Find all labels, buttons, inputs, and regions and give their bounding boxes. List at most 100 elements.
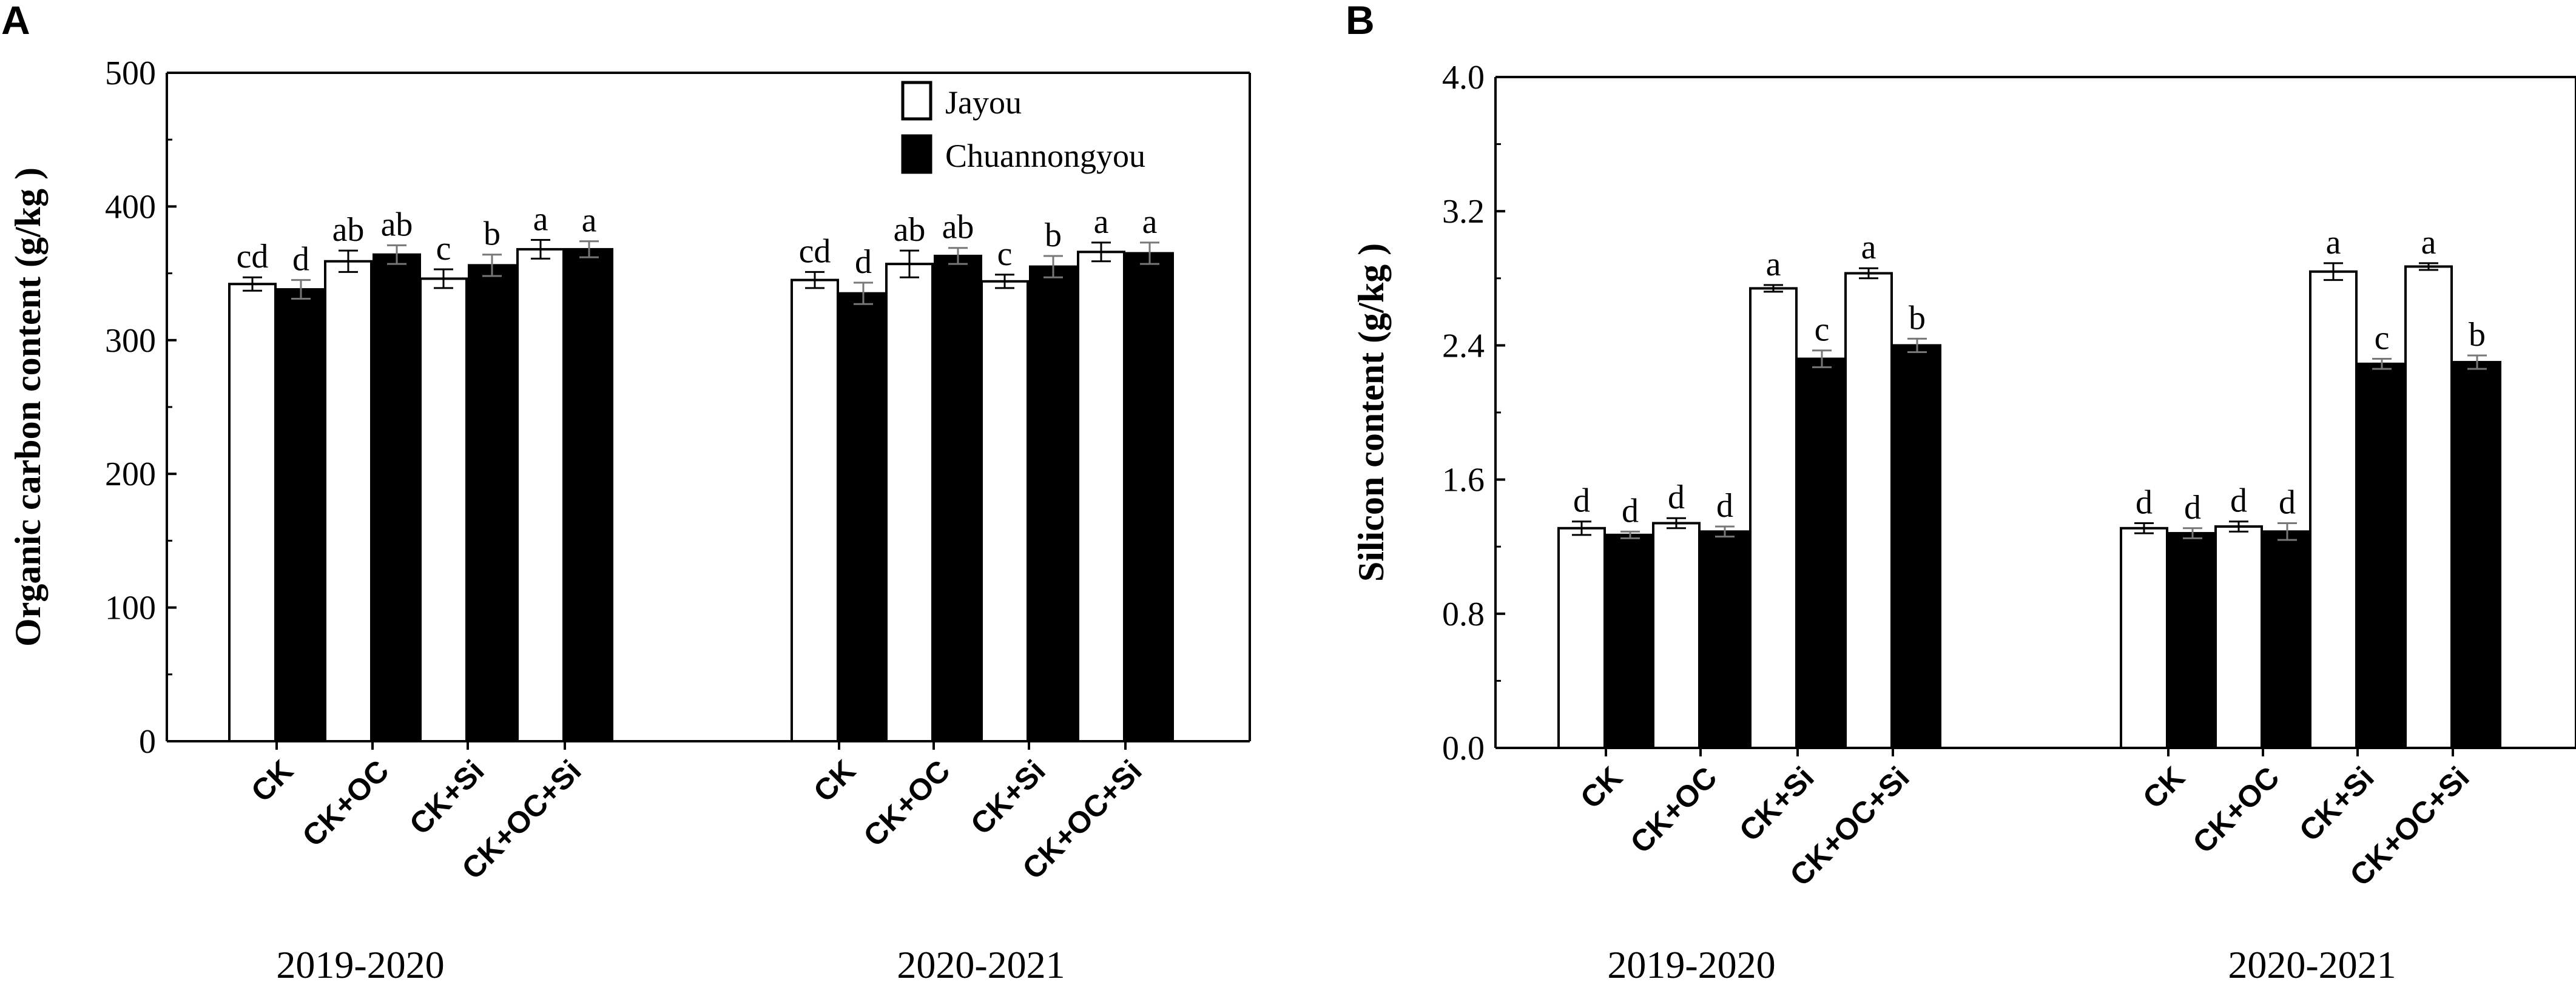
- bar-chuannongyou: [2168, 532, 2217, 750]
- bar-chuannongyou: [1125, 252, 1174, 743]
- y-tick-label: 3.2: [1442, 193, 1485, 230]
- bar-chuannongyou: [1798, 357, 1846, 749]
- y-tick-label: 0.0: [1442, 730, 1485, 767]
- y-tick-label: 0: [139, 723, 156, 761]
- group-label: 2020-2021: [2228, 943, 2396, 986]
- bar-chuannongyou: [468, 264, 516, 743]
- significance-letter: a: [1766, 246, 1781, 283]
- significance-letter: cd: [237, 238, 269, 275]
- significance-letter: a: [2421, 224, 2436, 261]
- chart-panel-a: 0 100 200 300 400 500 Organic carbon content (…: [8, 55, 1251, 986]
- significance-letter: a: [2326, 224, 2341, 261]
- significance-letter: c: [2375, 320, 2390, 357]
- bar-chuannongyou: [277, 288, 325, 743]
- significance-letter: b: [484, 215, 501, 253]
- bar-chuannongyou: [839, 292, 888, 743]
- significance-letter: b: [2469, 316, 2486, 354]
- bar-chuannongyou: [2453, 361, 2501, 749]
- significance-letter: b: [1045, 217, 1062, 254]
- significance-letter: d: [2184, 489, 2201, 527]
- legend-label-jayou: Jayou: [945, 84, 1022, 121]
- bar-jayou: [1077, 251, 1125, 742]
- legend-swatch-jayou: [901, 81, 932, 121]
- y-tick-label: 2.4: [1442, 327, 1485, 365]
- y-tick-label: 500: [105, 55, 156, 92]
- bar-chuannongyou: [1606, 533, 1654, 749]
- bar-jayou: [2309, 270, 2358, 749]
- legend-label-chuannongyou: Chuannongyou: [945, 138, 1145, 174]
- category-label: CK+OC: [295, 753, 395, 853]
- significance-letter: ab: [942, 209, 974, 246]
- y-tick-label: 4.0: [1442, 59, 1485, 96]
- significance-letter: a: [533, 201, 548, 238]
- category-label: CK+Si: [1733, 760, 1821, 848]
- bar-chuannongyou: [373, 253, 421, 742]
- y-axis-title: Organic carbon content (g/kg ): [8, 167, 48, 647]
- bar-chuannongyou: [934, 254, 982, 742]
- category-label: CK: [1574, 760, 1629, 815]
- bar-jayou: [2404, 265, 2453, 749]
- significance-letter: ab: [894, 211, 926, 249]
- significance-letter: ab: [332, 211, 365, 249]
- bar-jayou: [1844, 272, 1893, 749]
- significance-letter: a: [1861, 229, 1876, 266]
- bar-jayou: [228, 283, 277, 742]
- legend-swatch-chuannongyou: [901, 134, 932, 174]
- bar-jayou: [2120, 527, 2168, 749]
- category-label: CK+Si: [964, 753, 1052, 841]
- y-tick-label: 1.6: [1442, 462, 1485, 499]
- group-label: 2019-2020: [1607, 943, 1775, 986]
- group-label: 2020-2021: [897, 943, 1065, 986]
- bar-jayou: [1749, 287, 1798, 749]
- bar-chuannongyou: [1893, 344, 1941, 749]
- y-tick-label: 300: [105, 322, 156, 360]
- significance-letter: d: [1573, 482, 1590, 520]
- category-label: CK: [244, 753, 300, 809]
- significance-letter: d: [1668, 479, 1685, 516]
- category-label: CK+OC: [2186, 760, 2285, 860]
- bar-chuannongyou: [1029, 265, 1077, 742]
- y-tick-label: 0.8: [1442, 596, 1485, 633]
- significance-letter: d: [1716, 487, 1733, 525]
- chart-panel-b: 0.0 0.8 1.6 2.4 3.2 4.0 Silicon content (g/kg …: [1351, 59, 2576, 986]
- legend: Jayou Chuannongyou: [901, 81, 1145, 174]
- bar-chuannongyou: [565, 247, 613, 743]
- bar-jayou: [885, 263, 934, 742]
- bar-jayou: [419, 277, 468, 742]
- y-tick-label: 200: [105, 456, 156, 493]
- panel-letter-a: A: [1, 0, 30, 42]
- significance-letter: a: [1142, 203, 1158, 241]
- bar-chuannongyou: [2263, 530, 2311, 749]
- significance-letter: a: [582, 202, 597, 240]
- category-label: CK: [807, 753, 862, 809]
- significance-letter: c: [1815, 311, 1830, 349]
- significance-letter: c: [997, 235, 1013, 273]
- significance-letter: ab: [381, 206, 413, 243]
- bar-jayou: [1652, 522, 1701, 749]
- category-label: CK+Si: [403, 753, 491, 841]
- significance-letter: cd: [799, 232, 831, 270]
- bar-jayou: [791, 278, 839, 742]
- significance-letter: c: [436, 230, 451, 268]
- significance-letter: d: [2136, 483, 2153, 521]
- significance-letter: d: [2230, 482, 2247, 520]
- category-label: CK+Si: [2293, 760, 2381, 848]
- y-tick-label: 400: [105, 188, 156, 226]
- bar-chuannongyou: [1701, 530, 1749, 749]
- significance-letter: d: [292, 241, 309, 278]
- bar-jayou: [980, 280, 1029, 743]
- category-label: CK+OC: [857, 753, 956, 853]
- y-axis-title: Silicon content (g/kg ): [1351, 243, 1391, 582]
- category-label: CK: [2136, 760, 2191, 815]
- significance-letter: b: [1909, 299, 1926, 337]
- significance-letter: d: [855, 243, 872, 281]
- bar-jayou: [1557, 527, 1606, 749]
- significance-letter: a: [1094, 203, 1109, 241]
- significance-letter: d: [1622, 492, 1639, 530]
- bar-chuannongyou: [2358, 362, 2406, 749]
- y-tick-label: 100: [105, 590, 156, 627]
- bar-jayou: [324, 260, 373, 743]
- bar-jayou: [516, 247, 565, 743]
- panel-letter-b: B: [1346, 0, 1375, 42]
